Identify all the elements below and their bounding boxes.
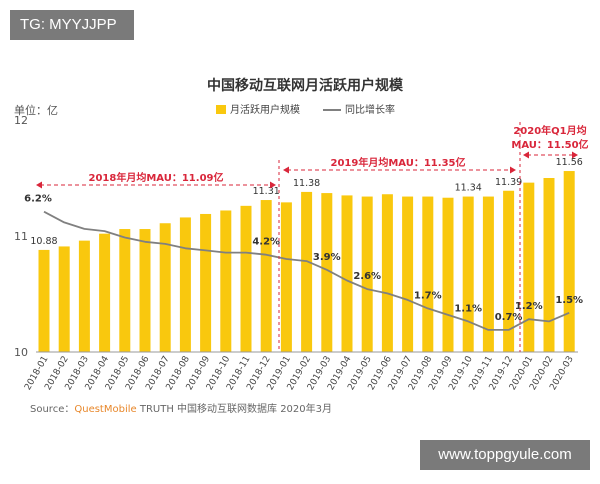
growth-rate-label: 1.2%: [515, 301, 543, 312]
bar-2019-07: [402, 196, 414, 352]
growth-rate-label: 3.9%: [313, 252, 341, 263]
annotation-2019-label: 2019年月均MAU：11.35亿: [331, 156, 466, 169]
arrow-head-left: [36, 181, 42, 189]
bar-2019-11: [482, 196, 494, 352]
bar-series: [38, 171, 575, 352]
arrow-head-right: [510, 166, 516, 174]
growth-rate-label: 1.1%: [454, 303, 482, 314]
x-axis: 2018-012018-022018-032018-042018-052018-…: [23, 351, 578, 392]
growth-rate-label: 2.6%: [353, 271, 381, 282]
annotation-2020-label-1: 2020年Q1月均: [513, 124, 586, 137]
growth-rate-label: 0.7%: [495, 312, 523, 323]
arrow-head-right: [572, 151, 578, 159]
bar-2018-08: [179, 217, 191, 352]
growth-rate-label: 4.2%: [252, 237, 280, 248]
legend-line-label: 同比增长率: [345, 103, 395, 116]
arrow-head-right: [270, 181, 276, 189]
annotation-2018-label: 2018年月均MAU：11.09亿: [89, 171, 224, 184]
bar-2018-05: [119, 229, 131, 352]
y-axis: 10 11 12: [14, 114, 28, 359]
growth-rate-label: 1.5%: [555, 295, 583, 306]
bar-2018-11: [240, 205, 252, 352]
bar-2020-01: [523, 182, 535, 352]
bar-2018-03: [78, 240, 90, 352]
bar-2018-02: [58, 246, 70, 352]
arrow-head-left: [283, 166, 289, 174]
growth-rate-labels: 6.2% 4.2% 3.9% 2.6% 1.7% 1.1% 0.7%1.2% 1.5%: [24, 194, 583, 323]
tag-overlay: TG: MYYJJPP: [10, 10, 134, 40]
legend-bar-swatch: [216, 105, 226, 114]
y-tick-label: 12: [14, 114, 28, 127]
y-tick-label: 11: [14, 230, 28, 243]
bar-2019-06: [381, 194, 393, 352]
source-brand: QuestMobile: [74, 404, 136, 415]
bar-2019-10: [462, 196, 474, 352]
bar-2018-09: [200, 213, 212, 352]
annotation-2020-label-2: MAU：11.50亿: [511, 138, 588, 151]
bar-value-labels: 10.88 11.31 11.38 11.34 11.39 11.56: [30, 157, 582, 247]
bar-2018-07: [159, 223, 171, 352]
bar-2018-12: [260, 200, 272, 352]
y-tick-label: 10: [14, 346, 28, 359]
bar-2019-01: [280, 202, 292, 352]
bar-2020-02: [543, 178, 555, 352]
legend-bar-label: 月活跃用户规模: [230, 103, 300, 116]
bar-2019-03: [321, 193, 333, 352]
source-prefix: Source：: [30, 404, 74, 415]
chart-title: 中国移动互联网月活跃用户规模: [207, 77, 404, 94]
bar-2019-04: [341, 195, 353, 352]
bar-2018-04: [99, 233, 111, 352]
bar-2018-06: [139, 229, 151, 352]
source-rest: TRUTH 中国移动互联网数据库 2020年3月: [137, 402, 332, 415]
growth-line-series: [43, 210, 570, 331]
site-overlay: www.toppgyule.com: [420, 440, 590, 470]
bar-value-label: 10.88: [30, 236, 57, 247]
mau-annotations: 2018年月均MAU：11.09亿 2019年月均MAU：11.35亿 2020年Q…: [36, 122, 589, 352]
growth-rate-label: 1.7%: [414, 290, 442, 301]
bar-2019-09: [442, 197, 454, 352]
growth-rate-line: [43, 210, 570, 331]
bar-2019-12: [503, 190, 515, 352]
bar-2019-08: [422, 196, 434, 352]
source-note: Source：QuestMobile TRUTH 中国移动互联网数据库 2020…: [30, 402, 332, 415]
bar-value-label: 11.34: [455, 183, 482, 194]
growth-rate-label: 6.2%: [24, 194, 52, 205]
bar-2019-02: [301, 191, 313, 352]
bar-2018-10: [220, 210, 232, 352]
bar-2018-01: [38, 249, 50, 352]
bar-2019-05: [361, 196, 373, 352]
bar-value-label: 11.38: [293, 178, 320, 189]
arrow-head-left: [523, 151, 529, 159]
y-axis-label: 单位：亿: [14, 103, 58, 117]
bar-value-label: 11.56: [556, 157, 583, 168]
bar-value-label: 11.31: [253, 186, 280, 197]
bar-value-label: 11.39: [495, 177, 522, 188]
bar-2020-03: [563, 171, 575, 352]
